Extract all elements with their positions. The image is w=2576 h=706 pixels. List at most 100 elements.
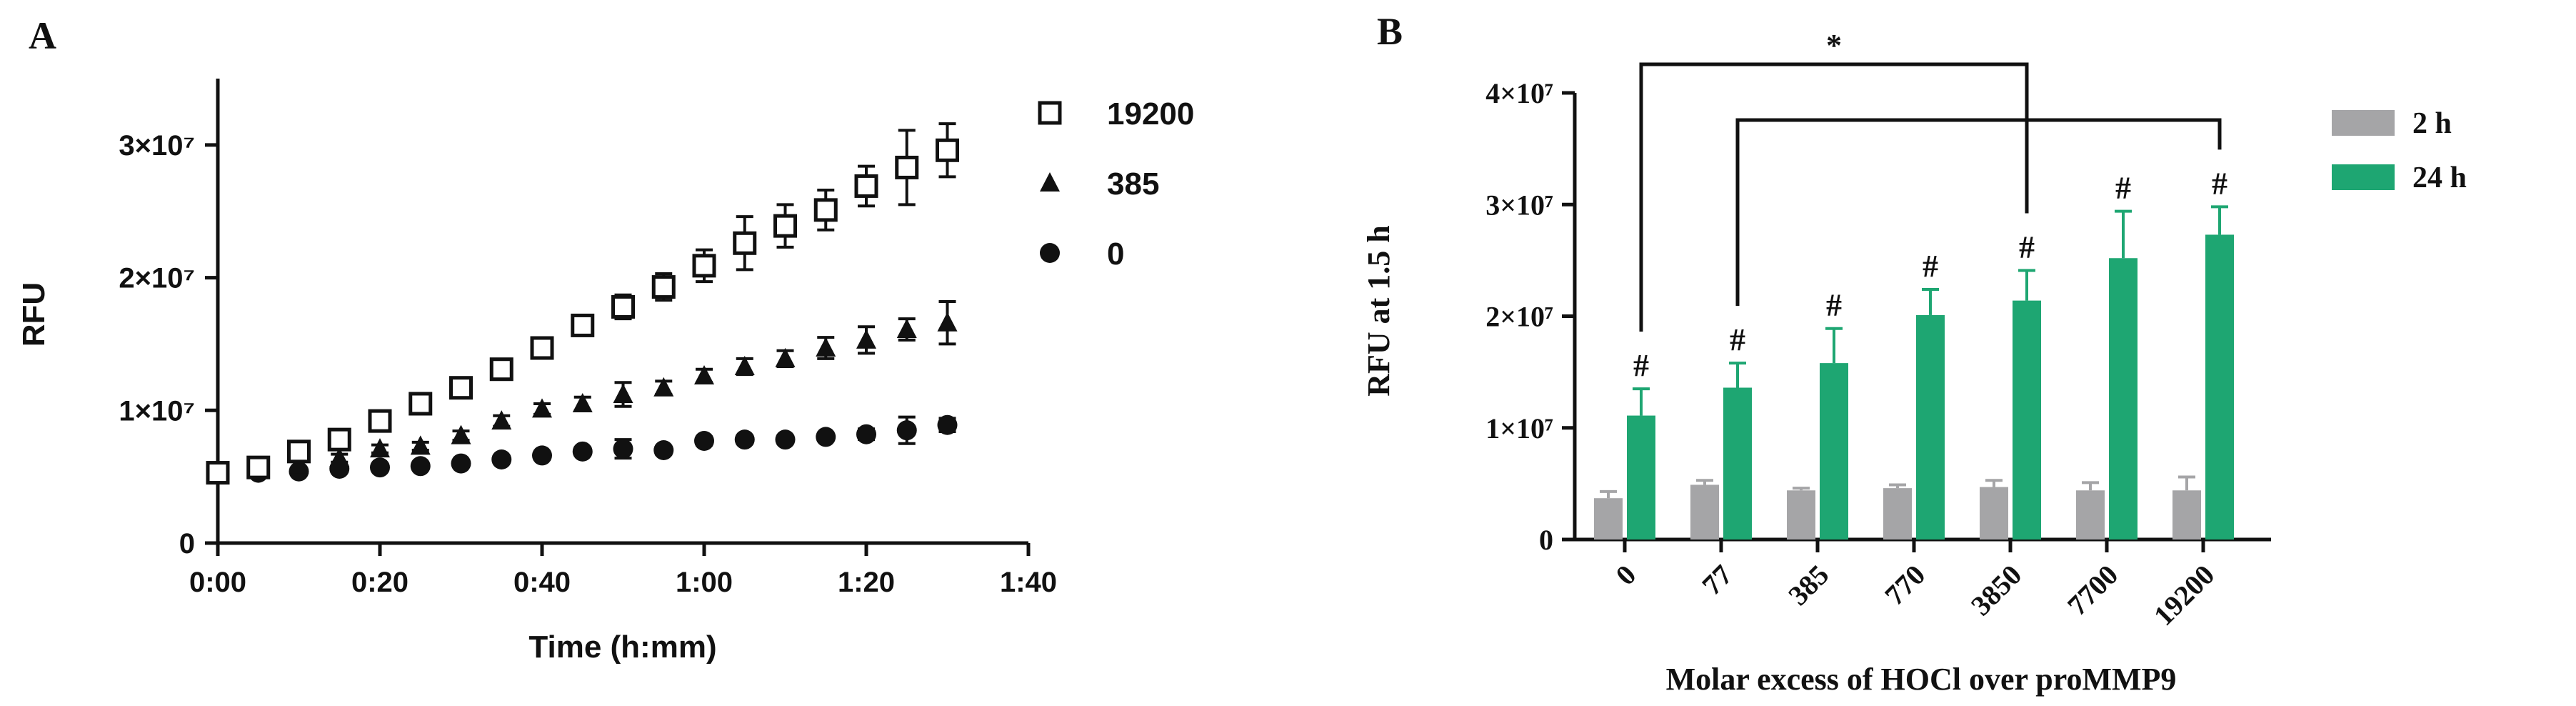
chart-a-data-point: [773, 214, 797, 238]
chart-a-data-point: [856, 424, 876, 444]
chart-a-x-tick-label: 1:00: [676, 567, 733, 598]
chart-a-data-point: [895, 155, 919, 179]
chart-b-y-tick-label: 0: [1539, 524, 1553, 556]
chart-b-y-tick-label: 2×10⁷: [1485, 301, 1553, 333]
chart-a-data-point: [937, 414, 958, 435]
chart-b-significance-mark: #: [2019, 229, 2035, 264]
chart-a-data-point: [733, 231, 757, 255]
chart-a-data-point: [491, 410, 512, 430]
chart-a-data-point: [653, 377, 674, 397]
chart-b-bar: [1627, 415, 1655, 540]
chart-a-data-point: [530, 336, 554, 360]
chart-a-data-point: [816, 337, 836, 357]
chart-b-y-axis-label: RFU at 1.5 h: [1361, 225, 1396, 397]
chart-a-data-point: [532, 445, 552, 466]
chart-b-bar: [1883, 488, 1912, 540]
chart-b-legend-label: 24 h: [2412, 161, 2467, 194]
chart-b-x-tick-label: 3850: [1965, 559, 2028, 622]
chart-b-bar: [2205, 234, 2234, 540]
chart-b-y-tick-label: 4×10⁷: [1485, 77, 1553, 109]
chart-a-data-point: [329, 447, 350, 467]
chart-a-x-tick-label: 1:40: [1000, 567, 1057, 598]
chart-a-y-tick-label: 2×10⁷: [119, 263, 195, 294]
chart-a-data-point: [813, 198, 838, 222]
chart-b-x-tick-label: 7700: [2061, 559, 2124, 622]
chart-a-data-point: [694, 365, 714, 384]
chart-b-bracket-label: *: [1826, 28, 1842, 63]
panel-label-a: A: [29, 14, 56, 57]
chart-a-data-point: [856, 329, 876, 349]
chart-b-significance-mark: #: [1923, 249, 1938, 284]
chart-a-data-point: [896, 420, 917, 441]
chart-a-data-point: [370, 457, 390, 478]
chart-b-significance-bracket: [1639, 62, 2029, 332]
chart-a-data-point: [613, 439, 633, 459]
chart-b-bar: [1690, 484, 1719, 540]
chart-a-data-point: [289, 454, 309, 474]
chart-b-bar: [2172, 490, 2201, 540]
chart-a-data-point: [734, 429, 755, 450]
chart-a-data-point: [451, 453, 471, 474]
chart-a-legend-label: 0: [1107, 237, 1124, 272]
chart-a-data-point: [368, 409, 392, 433]
chart-a-x-axis-label: Time (h:mm): [528, 630, 716, 665]
chart-a-data-point: [854, 174, 878, 198]
chart-a-x-tick-label: 0:40: [513, 567, 571, 598]
chart-b-x-tick-label: 77: [1695, 559, 1738, 602]
chart-b-significance-mark: #: [1826, 288, 1842, 323]
chart-a-data-point: [532, 398, 552, 418]
chart-a-y-tick-label: 0: [179, 528, 195, 560]
chart-b-significance-mark: #: [2115, 171, 2131, 206]
chart-a-data-point: [936, 138, 959, 162]
chart-a-legend-marker: [1040, 243, 1060, 263]
chart-a-data-point: [451, 424, 471, 444]
chart-a-data-point: [692, 254, 716, 278]
chart-b-significance-mark: #: [2212, 166, 2227, 201]
chart-b-bar: [1594, 498, 1623, 540]
chart-b-legend-label: 2 h: [2412, 107, 2452, 140]
chart-a-y-tick-label: 1×10⁷: [119, 395, 195, 427]
chart-b-bar: [1787, 490, 1815, 540]
chart-a-data-point: [937, 312, 958, 332]
chart-b-bar: [1723, 387, 1752, 540]
chart-a-data-point: [613, 384, 633, 403]
chart-b-bar: [1820, 363, 1848, 540]
chart-a-legend-label: 385: [1107, 166, 1159, 202]
chart-a-data-point: [896, 319, 917, 338]
chart-b-significance-mark: #: [1633, 348, 1649, 383]
chart-a-data-point: [816, 427, 836, 447]
chart-b-y-tick-label: 1×10⁷: [1485, 412, 1553, 444]
chart-b: 0 1×10⁷ 2×10⁷ 3×10⁷ 4×10⁷ 0 77 385 770 3850 7700 1…: [1361, 28, 2467, 697]
chart-b-x-tick-label: 0: [1609, 559, 1642, 592]
chart-b-x-tick-label: 770: [1878, 559, 1931, 612]
chart-a-data-point: [491, 449, 512, 469]
chart-a-data-point: [409, 392, 433, 416]
chart-b-bar: [1980, 487, 2008, 540]
chart-a-data-point: [651, 275, 676, 299]
chart-a-data-point: [734, 356, 755, 375]
chart-a-x-tick-label: 0:00: [189, 567, 246, 598]
chart-b-legend-swatch: [2332, 110, 2395, 136]
chart-b-x-tick-label: 19200: [2147, 559, 2221, 632]
chart-a-data-point: [775, 429, 796, 450]
panel-label-b: B: [1377, 10, 1403, 53]
chart-a-data-point: [206, 461, 230, 485]
chart-a-y-axis-label: RFU: [16, 282, 51, 347]
chart-a-data-point: [611, 294, 635, 319]
chart-a: 0 1×10⁷ 2×10⁷ 3×10⁷ 0:00 0:20 0:40 1:00 1:20 1:4…: [16, 79, 1194, 665]
chart-b-bar: [2076, 490, 2105, 540]
chart-a-data-point: [449, 376, 473, 400]
chart-a-data-point: [410, 435, 431, 455]
chart-b-x-axis-label: Molar excess of HOCl over proMMP9: [1666, 662, 2177, 697]
chart-b-legend-swatch: [2332, 164, 2395, 190]
chart-a-data-point: [489, 357, 513, 382]
chart-a-x-tick-label: 1:20: [838, 567, 895, 598]
chart-a-data-point: [287, 439, 311, 464]
chart-b-x-tick-label: 385: [1782, 559, 1835, 612]
chart-a-data-point: [572, 441, 593, 462]
chart-a-data-point: [694, 431, 714, 451]
chart-a-data-point: [572, 393, 593, 412]
chart-b-significance-mark: #: [1730, 322, 1745, 357]
chart-a-legend-marker: [1040, 172, 1060, 192]
